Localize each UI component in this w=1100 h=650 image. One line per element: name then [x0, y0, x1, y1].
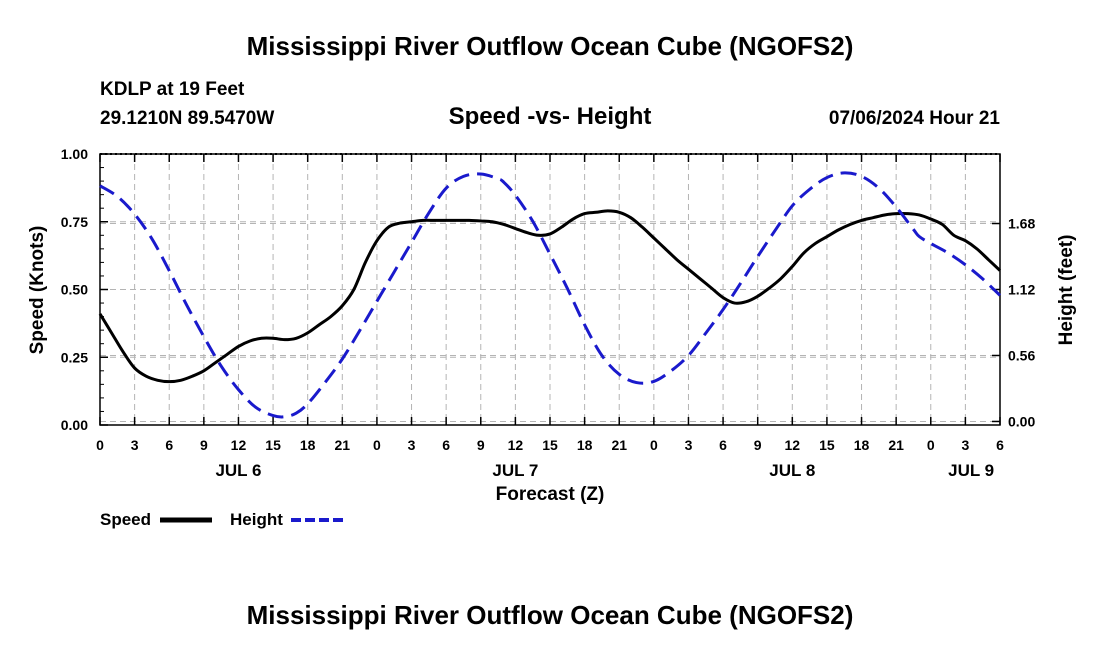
x-tick-label: 6 — [442, 437, 450, 453]
x-tick-label: 6 — [165, 437, 173, 453]
y2-tick-label: 0.56 — [1008, 347, 1035, 363]
forecast-datetime: 07/06/2024 Hour 21 — [829, 108, 1001, 129]
series-line-height — [99, 171, 1002, 419]
x-tick-label: 6 — [719, 437, 727, 453]
x-day-label: JUL 9 — [948, 461, 994, 480]
series-line-speed — [98, 209, 1002, 384]
y-axis-label: Speed (Knots) — [27, 226, 48, 355]
legend-height-label: Height — [230, 510, 283, 529]
x-tick-label: 9 — [754, 437, 762, 453]
x-tick-label: 6 — [996, 437, 1004, 453]
y-tick-label: 0.00 — [61, 417, 88, 433]
y-tick-label: 0.25 — [61, 349, 88, 365]
x-day-label: JUL 8 — [769, 461, 815, 480]
x-tick-label: 3 — [131, 437, 139, 453]
footer-title: Mississippi River Outflow Ocean Cube (NG… — [247, 600, 854, 630]
x-tick-label: 9 — [477, 437, 485, 453]
gridlines — [100, 154, 1000, 425]
x-tick-label: 12 — [508, 437, 524, 453]
x-tick-label: 18 — [300, 437, 316, 453]
legend-speed-label: Speed — [100, 510, 151, 529]
x-tick-label: 18 — [854, 437, 870, 453]
x-tick-label: 3 — [685, 437, 693, 453]
coordinates-label: 29.1210N 89.5470W — [100, 108, 274, 129]
y-tick-label: 0.50 — [61, 282, 88, 298]
x-day-label: JUL 7 — [492, 461, 538, 480]
y2-tick-label: 0.00 — [1008, 413, 1035, 429]
x-tick-label: 15 — [265, 437, 281, 453]
x-tick-label: 18 — [577, 437, 593, 453]
y-tick-label: 0.75 — [61, 214, 88, 230]
x-tick-label: 21 — [611, 437, 627, 453]
x-tick-label: 0 — [927, 437, 935, 453]
x-tick-label: 12 — [785, 437, 801, 453]
chart-title: Mississippi River Outflow Ocean Cube (NG… — [247, 31, 854, 61]
x-tick-label: 0 — [650, 437, 658, 453]
x-day-label: JUL 6 — [215, 461, 261, 480]
x-tick-label: 12 — [231, 437, 247, 453]
x-tick-label: 0 — [373, 437, 381, 453]
x-axis-label: Forecast (Z) — [496, 484, 605, 505]
x-tick-label: 0 — [96, 437, 104, 453]
chart-subtitle: Speed -vs- Height — [449, 103, 652, 130]
y2-tick-label: 1.12 — [1008, 282, 1035, 298]
x-tick-label: 21 — [335, 437, 351, 453]
x-tick-label: 15 — [819, 437, 835, 453]
y2-axis-label: Height (feet) — [1056, 235, 1077, 346]
y2-tick-label: 1.68 — [1008, 216, 1035, 232]
x-tick-label: 9 — [200, 437, 208, 453]
axes: 0 3 6 9 12 15 18 21 0 3 6 9 12 15 18 21 0 3 6 9 12 15 18 21 0 3 60… — [61, 146, 1036, 480]
station-label: KDLP at 19 Feet — [100, 79, 245, 100]
x-tick-label: 3 — [408, 437, 416, 453]
legend: Speed Height — [100, 510, 343, 529]
x-tick-label: 15 — [542, 437, 558, 453]
y-tick-label: 1.00 — [61, 146, 88, 162]
series-lines — [98, 171, 1002, 419]
x-tick-label: 3 — [961, 437, 969, 453]
x-tick-label: 21 — [888, 437, 904, 453]
